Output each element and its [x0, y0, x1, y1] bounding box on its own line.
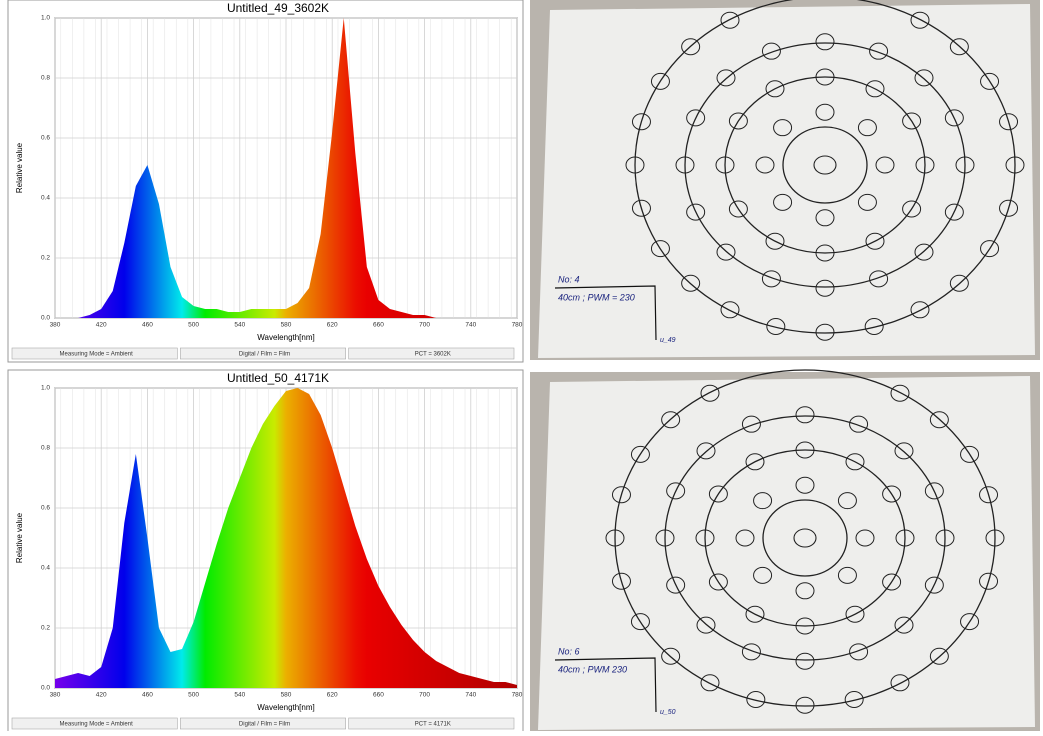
- x-tick-label: 740: [465, 692, 476, 699]
- x-axis-label: Wavelength[nm]: [257, 333, 315, 342]
- x-tick-label: 460: [142, 692, 153, 699]
- y-tick-label: 1.0: [41, 15, 50, 22]
- y-tick-label: 0.2: [41, 625, 50, 632]
- handwritten-note: 40cm ; PWM 230: [558, 664, 627, 674]
- y-tick-label: 0.8: [41, 445, 50, 452]
- status-text: Digital / Film = Film: [239, 722, 290, 728]
- chart-title: Untitled_49_3602K: [227, 1, 329, 15]
- photo: No: 4 40cm ; PWM = 230 u_49: [530, 0, 1040, 360]
- status-text: PCT = 3602K: [415, 352, 451, 358]
- x-tick-label: 500: [188, 692, 199, 699]
- x-tick-label: 420: [96, 692, 107, 699]
- x-tick-label: 460: [142, 322, 153, 329]
- x-tick-label: 580: [281, 692, 292, 699]
- status-text: Digital / Film = Film: [239, 352, 290, 358]
- x-tick-label: 380: [50, 322, 61, 329]
- x-tick-label: 740: [465, 322, 476, 329]
- handwritten-note: 40cm ; PWM = 230: [558, 292, 635, 302]
- x-tick-label: 420: [96, 322, 107, 329]
- x-tick-label: 620: [327, 692, 338, 699]
- handwritten-note: u_49: [660, 337, 676, 344]
- x-tick-label: 700: [419, 692, 430, 699]
- x-tick-label: 700: [419, 322, 430, 329]
- handwritten-note: No: 4: [558, 274, 580, 284]
- x-tick-label: 780: [512, 322, 523, 329]
- y-tick-label: 1.0: [41, 385, 50, 392]
- y-axis-label: Relative value: [15, 142, 24, 193]
- page: Untitled_49_3602K 380 420 460 500 540 580 620 66…: [0, 0, 1043, 731]
- status-text: Measuring Mode = Ambient: [60, 352, 134, 358]
- spectrum-chart: Untitled_49_3602K 380 420 460 500 540 580 620 66…: [8, 0, 523, 362]
- x-tick-label: 660: [373, 692, 384, 699]
- y-axis-label: Relative value: [15, 512, 24, 563]
- chart-title: Untitled_50_4171K: [227, 371, 329, 385]
- spectrum-chart: Untitled_50_4171K 380 420 460 500 540 580 620 66…: [8, 370, 523, 731]
- x-axis-label: Wavelength[nm]: [257, 703, 315, 712]
- y-tick-label: 0.4: [41, 195, 50, 202]
- status-text: Measuring Mode = Ambient: [60, 722, 134, 728]
- photo: No: 6 40cm ; PWM 230 u_50: [530, 370, 1040, 731]
- x-tick-label: 500: [188, 322, 199, 329]
- x-tick-label: 380: [50, 692, 61, 699]
- x-tick-label: 660: [373, 322, 384, 329]
- y-tick-label: 0.6: [41, 505, 50, 512]
- status-text: PCT = 4171K: [415, 722, 451, 728]
- handwritten-note: No: 6: [558, 646, 580, 656]
- x-tick-label: 540: [234, 692, 245, 699]
- x-tick-label: 540: [234, 322, 245, 329]
- y-tick-label: 0.6: [41, 135, 50, 142]
- y-tick-label: 0.0: [41, 685, 50, 692]
- x-tick-label: 580: [281, 322, 292, 329]
- x-tick-label: 620: [327, 322, 338, 329]
- y-tick-label: 0.0: [41, 315, 50, 322]
- paper-sheet: [538, 376, 1035, 730]
- y-tick-label: 0.2: [41, 255, 50, 262]
- handwritten-note: u_50: [660, 709, 676, 716]
- y-tick-label: 0.8: [41, 75, 50, 82]
- y-tick-label: 0.4: [41, 565, 50, 572]
- x-tick-label: 780: [512, 692, 523, 699]
